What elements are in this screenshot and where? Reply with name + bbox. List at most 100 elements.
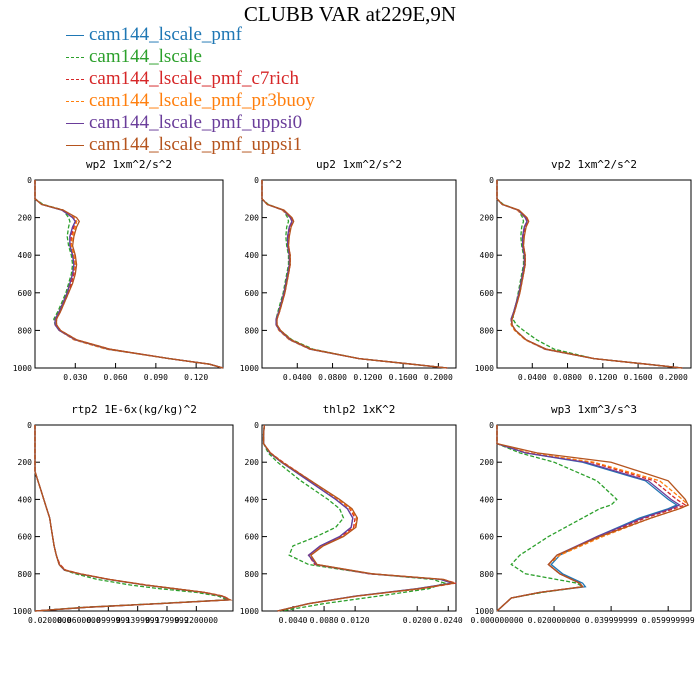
legend-item: cam144_lscale_pmf_c7rich (66, 68, 315, 90)
y-tick-label: 200 (18, 214, 33, 223)
series-line (261, 180, 448, 369)
y-tick-label: 1000 (475, 364, 494, 373)
legend-label: cam144_lscale_pmf_uppsi0 (89, 112, 303, 133)
x-tick-label: 0.0040 (279, 616, 308, 625)
legend-label: cam144_lscale_pmf_c7rich (89, 68, 299, 89)
panel-frame (34, 424, 234, 612)
y-tick-label: 200 (245, 458, 260, 467)
y-tick-label: 800 (480, 570, 495, 579)
x-tick-label: 0.039999999 (585, 616, 638, 625)
y-tick-label: 400 (480, 495, 495, 504)
series-line (496, 180, 683, 369)
legend-label: cam144_lscale_pmf (89, 24, 243, 45)
legend-item: cam144_lscale_pmf_uppsi0 (66, 112, 315, 134)
legend-swatch (66, 100, 84, 102)
x-tick-label: 0.2000 (659, 373, 688, 382)
x-tick-label: 0.020000000 (528, 616, 581, 625)
y-tick-label: 0 (489, 176, 494, 185)
series-line (34, 180, 224, 369)
x-tick-label: 0.090 (144, 373, 168, 382)
legend-swatch (66, 56, 84, 58)
y-tick-label: 200 (245, 214, 260, 223)
x-tick-label: 0.1600 (389, 373, 418, 382)
series-line (496, 425, 618, 612)
series-line (262, 424, 454, 612)
panel-title: rtp2 1E-6x(kg/kg)^2 (71, 403, 197, 416)
y-tick-label: 400 (480, 251, 495, 260)
series-line (496, 180, 683, 369)
panel-frame (261, 179, 457, 369)
x-tick-label: 0.0120 (341, 616, 370, 625)
y-tick-label: 600 (245, 533, 260, 542)
legend-item: cam144_lscale_pmf (66, 24, 315, 46)
x-tick-label: 0.0200000 (28, 616, 72, 625)
legend-swatch (66, 34, 84, 36)
y-tick-label: 1000 (13, 364, 32, 373)
series-line (34, 180, 224, 369)
series-line (496, 180, 683, 369)
x-tick-label: 0.1200 (588, 373, 617, 382)
legend-item: cam144_lscale_pmf_uppsi1 (66, 134, 315, 156)
y-tick-label: 800 (245, 326, 260, 335)
x-tick-label: 0.0240 (434, 616, 463, 625)
y-tick-label: 400 (18, 251, 33, 260)
legend-label: cam144_lscale_pmf_pr3buoy (89, 90, 315, 111)
x-tick-label: 0.060 (104, 373, 128, 382)
panel-title: wp3 1xm^3/s^3 (551, 403, 637, 416)
x-tick-label: 0.0600000 (57, 616, 101, 625)
x-tick-label: 0.1399999 (116, 616, 160, 625)
x-tick-label: 0.2000 (424, 373, 453, 382)
series-line (496, 180, 683, 369)
y-tick-label: 0 (254, 176, 259, 185)
series-line (34, 180, 224, 369)
x-tick-label: 0.0080 (310, 616, 339, 625)
series-line (34, 180, 224, 369)
x-tick-label: 0.0999999 (87, 616, 131, 625)
y-tick-label: 600 (480, 289, 495, 298)
legend-swatch (66, 122, 84, 124)
series-line (496, 180, 683, 369)
series-line (34, 180, 224, 369)
series-line (34, 425, 233, 612)
y-tick-label: 0 (27, 421, 32, 430)
legend: cam144_lscale_pmf cam144_lscale cam144_l… (66, 24, 315, 156)
series-line (496, 180, 683, 369)
panel-frame (496, 424, 692, 612)
y-tick-label: 600 (18, 289, 33, 298)
y-tick-label: 0 (27, 176, 32, 185)
x-tick-label: 0.0200 (403, 616, 432, 625)
y-tick-label: 800 (480, 326, 495, 335)
series-line (262, 424, 447, 612)
panel-title: up2 1xm^2/s^2 (316, 158, 402, 171)
legend-item: cam144_lscale (66, 46, 315, 68)
panel-title: wp2 1xm^2/s^2 (86, 158, 172, 171)
y-tick-label: 1000 (475, 607, 494, 616)
y-tick-label: 0 (254, 421, 259, 430)
y-tick-label: 0 (489, 421, 494, 430)
y-tick-label: 400 (18, 495, 33, 504)
y-tick-label: 400 (245, 251, 260, 260)
series-line (34, 180, 224, 369)
x-tick-label: 0.1600 (624, 373, 653, 382)
panel-title: thlp2 1xK^2 (323, 403, 396, 416)
y-tick-label: 600 (480, 533, 495, 542)
x-tick-label: 0.0800 (553, 373, 582, 382)
y-tick-label: 1000 (240, 607, 259, 616)
series-line (262, 424, 455, 612)
y-tick-label: 1000 (13, 607, 32, 616)
y-tick-label: 600 (18, 533, 33, 542)
legend-label: cam144_lscale (89, 46, 202, 67)
y-tick-label: 600 (245, 289, 260, 298)
series-line (496, 425, 689, 612)
y-tick-label: 400 (245, 495, 260, 504)
x-tick-label: 0.000000000 (471, 616, 524, 625)
x-tick-label: 0.0800 (318, 373, 347, 382)
x-tick-label: 0.2200000 (175, 616, 219, 625)
panel-frame (496, 179, 692, 369)
legend-swatch (66, 144, 84, 146)
x-tick-label: 0.1799999 (145, 616, 189, 625)
legend-item: cam144_lscale_pmf_pr3buoy (66, 90, 315, 112)
y-tick-label: 200 (480, 458, 495, 467)
series-line (261, 180, 448, 369)
